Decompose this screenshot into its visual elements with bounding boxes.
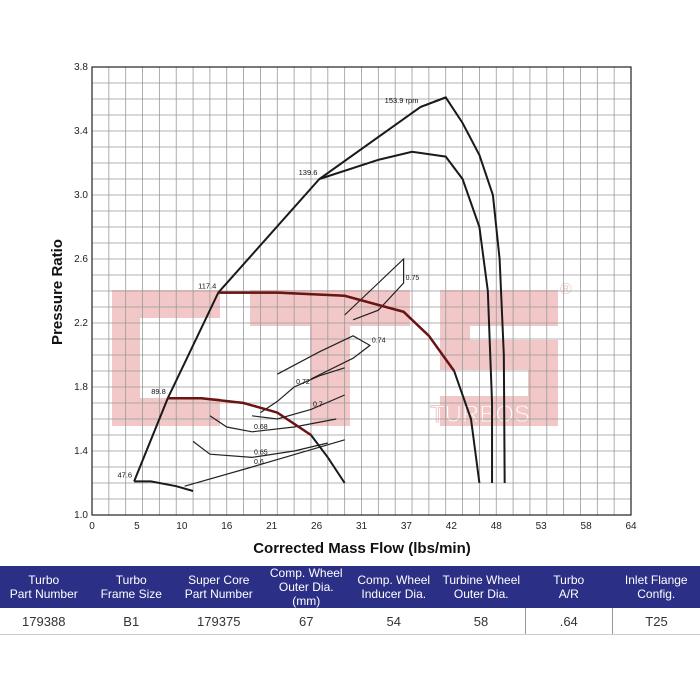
spec-header-line: Frame Size	[100, 587, 162, 601]
chart-grid	[91, 66, 632, 516]
spec-header-cell: Turbine Wheel Outer Dia.	[437, 566, 525, 608]
spec-header-line: Super Core	[188, 573, 250, 587]
efficiency-island-line	[344, 257, 405, 321]
surge-line	[133, 96, 447, 482]
efficiency-label: 0.74	[372, 337, 386, 344]
spec-header-cell: Turbo Part Number	[0, 566, 88, 608]
spec-header-line: Turbine Wheel	[442, 573, 521, 587]
operating-line	[218, 291, 456, 372]
turbo-spec-table: Turbo Part Number Turbo Frame Size Super Cor…	[0, 566, 700, 635]
speed-line-label: 47.6	[118, 470, 133, 479]
speed-line-label: 153.9 rpm	[385, 96, 419, 105]
operating-lines	[167, 291, 456, 437]
y-tick-label: 2.6	[74, 254, 88, 265]
efficiency-label: 0.75	[406, 275, 420, 282]
x-axis-label: Corrected Mass Flow (lbs/min)	[253, 540, 471, 557]
x-tick-label: 16	[221, 521, 233, 532]
efficiency-label: 0.72	[296, 379, 310, 386]
efficiency-island-line	[251, 394, 345, 420]
speed-line	[134, 480, 194, 492]
y-tick-label: 1.8	[74, 382, 88, 393]
speed-line-label: 117.4	[198, 282, 216, 291]
efficiency-island-line	[192, 440, 328, 459]
spec-header-cell: Turbo A/R	[525, 566, 613, 608]
spec-cell: 179388	[0, 608, 88, 635]
efficiency-island-line	[184, 439, 345, 487]
spec-cell: 54	[350, 608, 438, 635]
spec-header-line: Config.	[637, 587, 676, 601]
y-tick-label: 1.0	[74, 510, 88, 521]
x-tick-label: 0	[89, 521, 95, 532]
spec-header-line: Turbo	[115, 573, 147, 587]
spec-table-row: 179388 B1 179375 67 54 58.64 T25	[0, 608, 700, 635]
speed-line	[420, 96, 506, 484]
x-tick-label: 53	[536, 521, 548, 532]
spec-header-cell: Inlet Flange Config.	[612, 566, 700, 608]
watermark-registered-mark: ®	[560, 281, 572, 298]
y-tick-label: 2.2	[74, 318, 88, 329]
spec-header-line: Outer Dia.	[453, 587, 509, 601]
spec-header-line: Inlet Flange	[624, 573, 688, 587]
spec-cell: T25	[612, 608, 700, 635]
efficiency-label: 0.68	[254, 424, 268, 431]
x-tick-label: 58	[581, 521, 593, 532]
y-tick-labels: 1.0 1.4 1.8 2.2 2.6 3.0 3.4 3.8	[74, 62, 88, 521]
spec-header-line: Inducer Dia.	[361, 587, 427, 601]
cts-turbos-watermark: TURBOS ®	[112, 281, 572, 429]
efficiency-island-line	[209, 415, 337, 433]
spec-header-line: Turbo	[28, 573, 60, 587]
x-tick-label: 26	[311, 521, 323, 532]
spec-header-line: Comp. Wheel	[357, 573, 431, 587]
spec-header-line: Outer Dia. (mm)	[278, 580, 334, 608]
spec-header-line: Part Number	[184, 587, 253, 601]
efficiency-islands: 0.6 0.65 0.68 0.7 0.72 0.74 0.75	[184, 257, 420, 487]
x-tick-labels: 0 5 10 16 21 26 31 37 42 48 53 58 64	[89, 521, 637, 532]
compressor-map-chart: TURBOS ® 0 5 10 16 21 26 31 37 42 48 53 58 64 1.0 1.4…	[49, 62, 637, 557]
x-tick-label: 42	[446, 521, 458, 532]
y-tick-label: 3.8	[74, 62, 88, 73]
x-tick-label: 37	[401, 521, 413, 532]
spec-header-cell: Super Core Part Number	[175, 566, 263, 608]
efficiency-label: 0.7	[313, 401, 323, 408]
y-tick-label: 3.4	[74, 126, 88, 137]
spec-header-cell: Comp. Wheel Outer Dia. (mm)	[262, 566, 350, 608]
speed-line	[319, 150, 494, 483]
spec-header-line: Turbo	[553, 573, 585, 587]
spec-table-header-row: Turbo Part Number Turbo Frame Size Super Cor…	[0, 566, 700, 608]
spec-header-line: A/R	[558, 587, 579, 601]
spec-cell: .64	[524, 608, 613, 635]
x-tick-label: 5	[134, 521, 140, 532]
chart-axes	[91, 66, 632, 516]
spec-cell: 67	[262, 608, 350, 635]
spec-cell: B1	[87, 608, 175, 635]
x-tick-label: 31	[356, 521, 368, 532]
efficiency-label: 0.65	[254, 449, 268, 456]
y-axis-label: Pressure Ratio	[49, 239, 66, 345]
spec-header-cell: Comp. Wheel Inducer Dia.	[350, 566, 438, 608]
spec-cell: 179375	[175, 608, 263, 635]
y-tick-label: 3.0	[74, 190, 88, 201]
efficiency-island-line	[260, 367, 345, 414]
x-tick-label: 64	[625, 521, 637, 532]
speed-line-label: 89.8	[151, 387, 166, 396]
y-tick-label: 1.4	[74, 446, 88, 457]
operating-line	[167, 396, 312, 437]
efficiency-island-line	[276, 335, 372, 380]
spec-header-line: Part Number	[9, 587, 78, 601]
spec-header-cell: Turbo Frame Size	[87, 566, 175, 608]
x-tick-label: 10	[176, 521, 188, 532]
x-tick-label: 48	[491, 521, 503, 532]
efficiency-label: 0.6	[254, 459, 264, 466]
x-tick-label: 21	[266, 521, 278, 532]
spec-cell: 58	[437, 608, 525, 635]
watermark-sub-text: TURBOS	[430, 401, 530, 428]
speed-line-label: 139.6	[299, 168, 318, 177]
spec-header-line: Comp. Wheel	[269, 566, 343, 580]
plot-frame	[91, 66, 632, 516]
